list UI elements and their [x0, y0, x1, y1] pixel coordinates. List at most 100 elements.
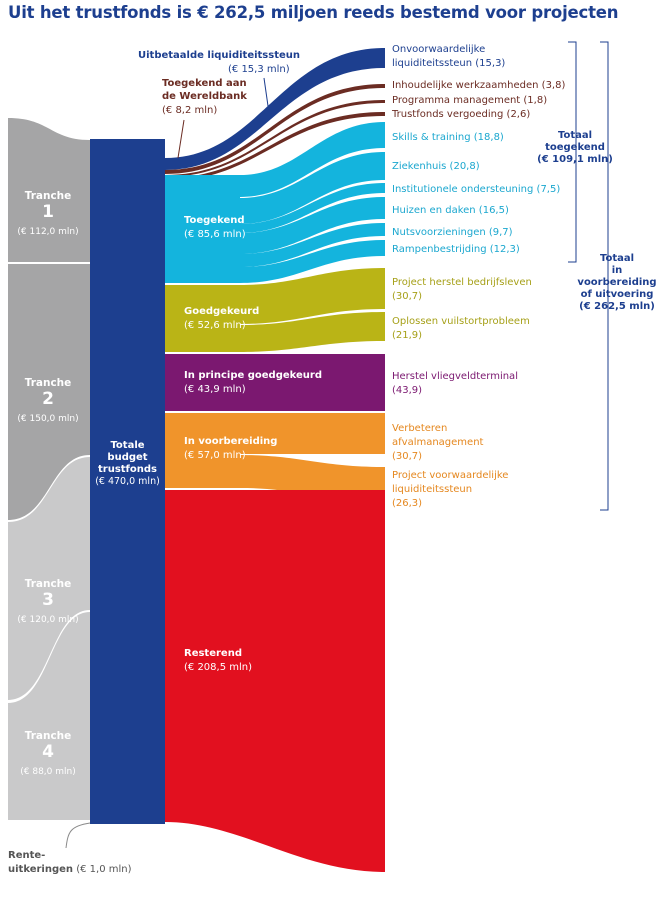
tranche-1-label: Tranche 1 (€ 112,0 mln): [8, 190, 88, 238]
toegekend-flow-institutioneel: [240, 183, 385, 233]
bracket-toegekend: [568, 41, 577, 263]
resterend-segment: [165, 490, 385, 872]
project-afval: Verbeteren: [392, 423, 448, 434]
toegekend-flow-rampen: [240, 240, 385, 283]
project-vliegveld: Herstel vliegveldterminal: [392, 371, 518, 382]
totaal-voorbereiding-line2: in: [611, 265, 623, 276]
project-programma: Programma management (1,8): [392, 95, 548, 106]
liquiditeit-leader: [263, 77, 269, 107]
totaal-toegekend-line1: Totaal: [557, 130, 593, 141]
tranche-4-amount: (€ 88,0 mln): [20, 767, 76, 777]
tranche-2-number: 2: [42, 389, 54, 409]
goedgekeurd-amount: (€ 52,6 mln): [184, 320, 246, 331]
project-bedrijfsleven-2: (30,7): [392, 291, 423, 302]
bracket-voorbereiding: [600, 41, 609, 511]
toegekend-label: Toegekend: [184, 215, 245, 226]
tranche-1-amount: (€ 112,0 mln): [17, 227, 79, 237]
project-onvoorwaardelijke-2: liquiditeitssteun (15,3): [392, 58, 506, 69]
wereldbank-label-2: de Wereldbank: [162, 91, 247, 102]
project-vuilstort-2: (21,9): [392, 330, 423, 341]
tranche-4-flow: [8, 612, 90, 820]
tranche-2-label: Tranche 2 (€ 150,0 mln): [8, 377, 88, 425]
liquiditeit-label: Uitbetaalde liquiditeitssteun: [138, 50, 301, 61]
goedgekeurd-segment: [165, 285, 240, 352]
toegekend-flow-nuts: [240, 223, 385, 267]
total-budget-amount: (€ 470,0 mln): [95, 476, 160, 487]
tranche-3-number: 3: [42, 590, 54, 610]
tranche-3-name: Tranche: [24, 578, 72, 590]
wereldbank-label: Toegekend aan: [162, 78, 247, 89]
voorbereiding-label: In voorbereiding: [184, 436, 278, 447]
resterend-amount: (€ 208,5 mln): [184, 662, 253, 673]
tranche-4-label: Tranche 4 (€ 88,0 mln): [8, 730, 88, 778]
project-bedrijfsleven: Project herstel bedrijfsleven: [392, 277, 532, 288]
totaal-toegekend: Totaal toegekend (€ 109,1 mln): [530, 130, 620, 166]
project-nuts: Nutsvoorzieningen (9,7): [392, 227, 513, 238]
project-onvoorwaardelijke: Onvoorwaardelijke: [392, 44, 486, 55]
project-voorwaardelijk-2: liquiditeitssteun: [392, 484, 473, 495]
wereldbank-amount: (€ 8,2 mln): [162, 105, 218, 116]
totaal-toegekend-line2: toegekend: [545, 142, 605, 153]
tranche-3-label: Tranche 3 (€ 120,0 mln): [8, 578, 88, 626]
tranche-2-name: Tranche: [24, 377, 72, 389]
total-budget-bar: [90, 139, 165, 824]
toegekend-amount: (€ 85,6 mln): [184, 229, 246, 240]
liquiditeit-amount: (€ 15,3 mln): [228, 64, 290, 75]
goedgekeurd-flow-bedrijfsleven: [240, 268, 385, 324]
project-ziekenhuis: Ziekenhuis (20,8): [392, 161, 480, 172]
project-afval-3: (30,7): [392, 451, 423, 462]
totaal-voorbereiding-line3: voorbereiding: [577, 277, 657, 288]
liquiditeit-flow: [165, 48, 385, 170]
voorbereiding-flow-afval: [240, 413, 385, 454]
tranche-4-name: Tranche: [24, 730, 72, 742]
project-skills: Skills & training (18,8): [392, 132, 504, 143]
tranche-4-number: 4: [42, 742, 54, 762]
project-voorwaardelijk: Project voorwaardelijke: [392, 470, 509, 481]
resterend-label: Resterend: [184, 648, 242, 659]
tranche-1-number: 1: [42, 202, 54, 222]
rente-label-line2: uitkeringen (€ 1,0 mln): [8, 864, 132, 876]
project-vergoeding: Trustfonds vergoeding (2,6): [392, 109, 531, 120]
project-vliegveld-2: (43,9): [392, 385, 423, 396]
toegekend-flow-ziekenhuis: [240, 152, 385, 224]
tranche-3-flow: [8, 457, 90, 700]
rente-amount: (€ 1,0 mln): [76, 864, 132, 875]
project-institutioneel: Institutionele ondersteuning (7,5): [392, 184, 561, 195]
rente-connector: [65, 822, 91, 849]
wereldbank-leader: [177, 119, 185, 159]
totaal-voorbereiding-line4: of uitvoering: [580, 289, 654, 300]
voorbereiding-segment: [165, 413, 240, 488]
project-rampen: Rampenbestrijding (12,3): [392, 244, 520, 255]
tranche-1-flow: [8, 118, 90, 262]
totaal-voorbereiding-amount: (€ 262,5 mln): [579, 301, 655, 312]
tranche-1-name: Tranche: [24, 190, 72, 202]
page-title: Uit het trustfonds is € 262,5 miljoen re…: [8, 3, 619, 22]
project-inhoudelijk: Inhoudelijke werkzaamheden (3,8): [392, 80, 566, 91]
project-afval-2: afvalmanagement: [392, 437, 484, 448]
project-vuilstort: Oplossen vuilstortprobleem: [392, 316, 530, 327]
totaal-voorbereiding: Totaal in voorbereiding of uitvoering (€…: [572, 253, 662, 313]
toegekend-segment: [165, 175, 240, 283]
voorbereiding-amount: (€ 57,0 mln): [184, 450, 246, 461]
goedgekeurd-label: Goedgekeurd: [184, 306, 260, 317]
total-budget-line2: budget: [107, 452, 148, 463]
toegekend-flow-huizen: [240, 197, 385, 254]
toegekend-flow-skills: [240, 122, 385, 197]
totaal-voorbereiding-line1: Totaal: [599, 253, 635, 264]
total-budget-line3: trustfonds: [97, 464, 157, 475]
in-principe-label: In principe goedgekeurd: [184, 370, 323, 381]
tranche-2-flow: [8, 264, 90, 520]
total-budget-label: Totale budget trustfonds (€ 470,0 mln): [90, 440, 165, 488]
rente-label-2: uitkeringen: [8, 864, 74, 875]
in-principe-segment: [165, 354, 385, 411]
rente-label: Rente-: [8, 850, 46, 861]
in-principe-amount: (€ 43,9 mln): [184, 384, 246, 395]
goedgekeurd-flow-vuilstort: [240, 312, 385, 352]
total-budget-line1: Totale: [110, 440, 145, 451]
tranche-3-amount: (€ 120,0 mln): [17, 615, 79, 625]
totaal-toegekend-amount: (€ 109,1 mln): [537, 154, 613, 165]
project-voorwaardelijk-3: (26,3): [392, 498, 423, 509]
project-huizen: Huizen en daken (16,5): [392, 205, 509, 216]
tranche-2-amount: (€ 150,0 mln): [17, 414, 79, 424]
